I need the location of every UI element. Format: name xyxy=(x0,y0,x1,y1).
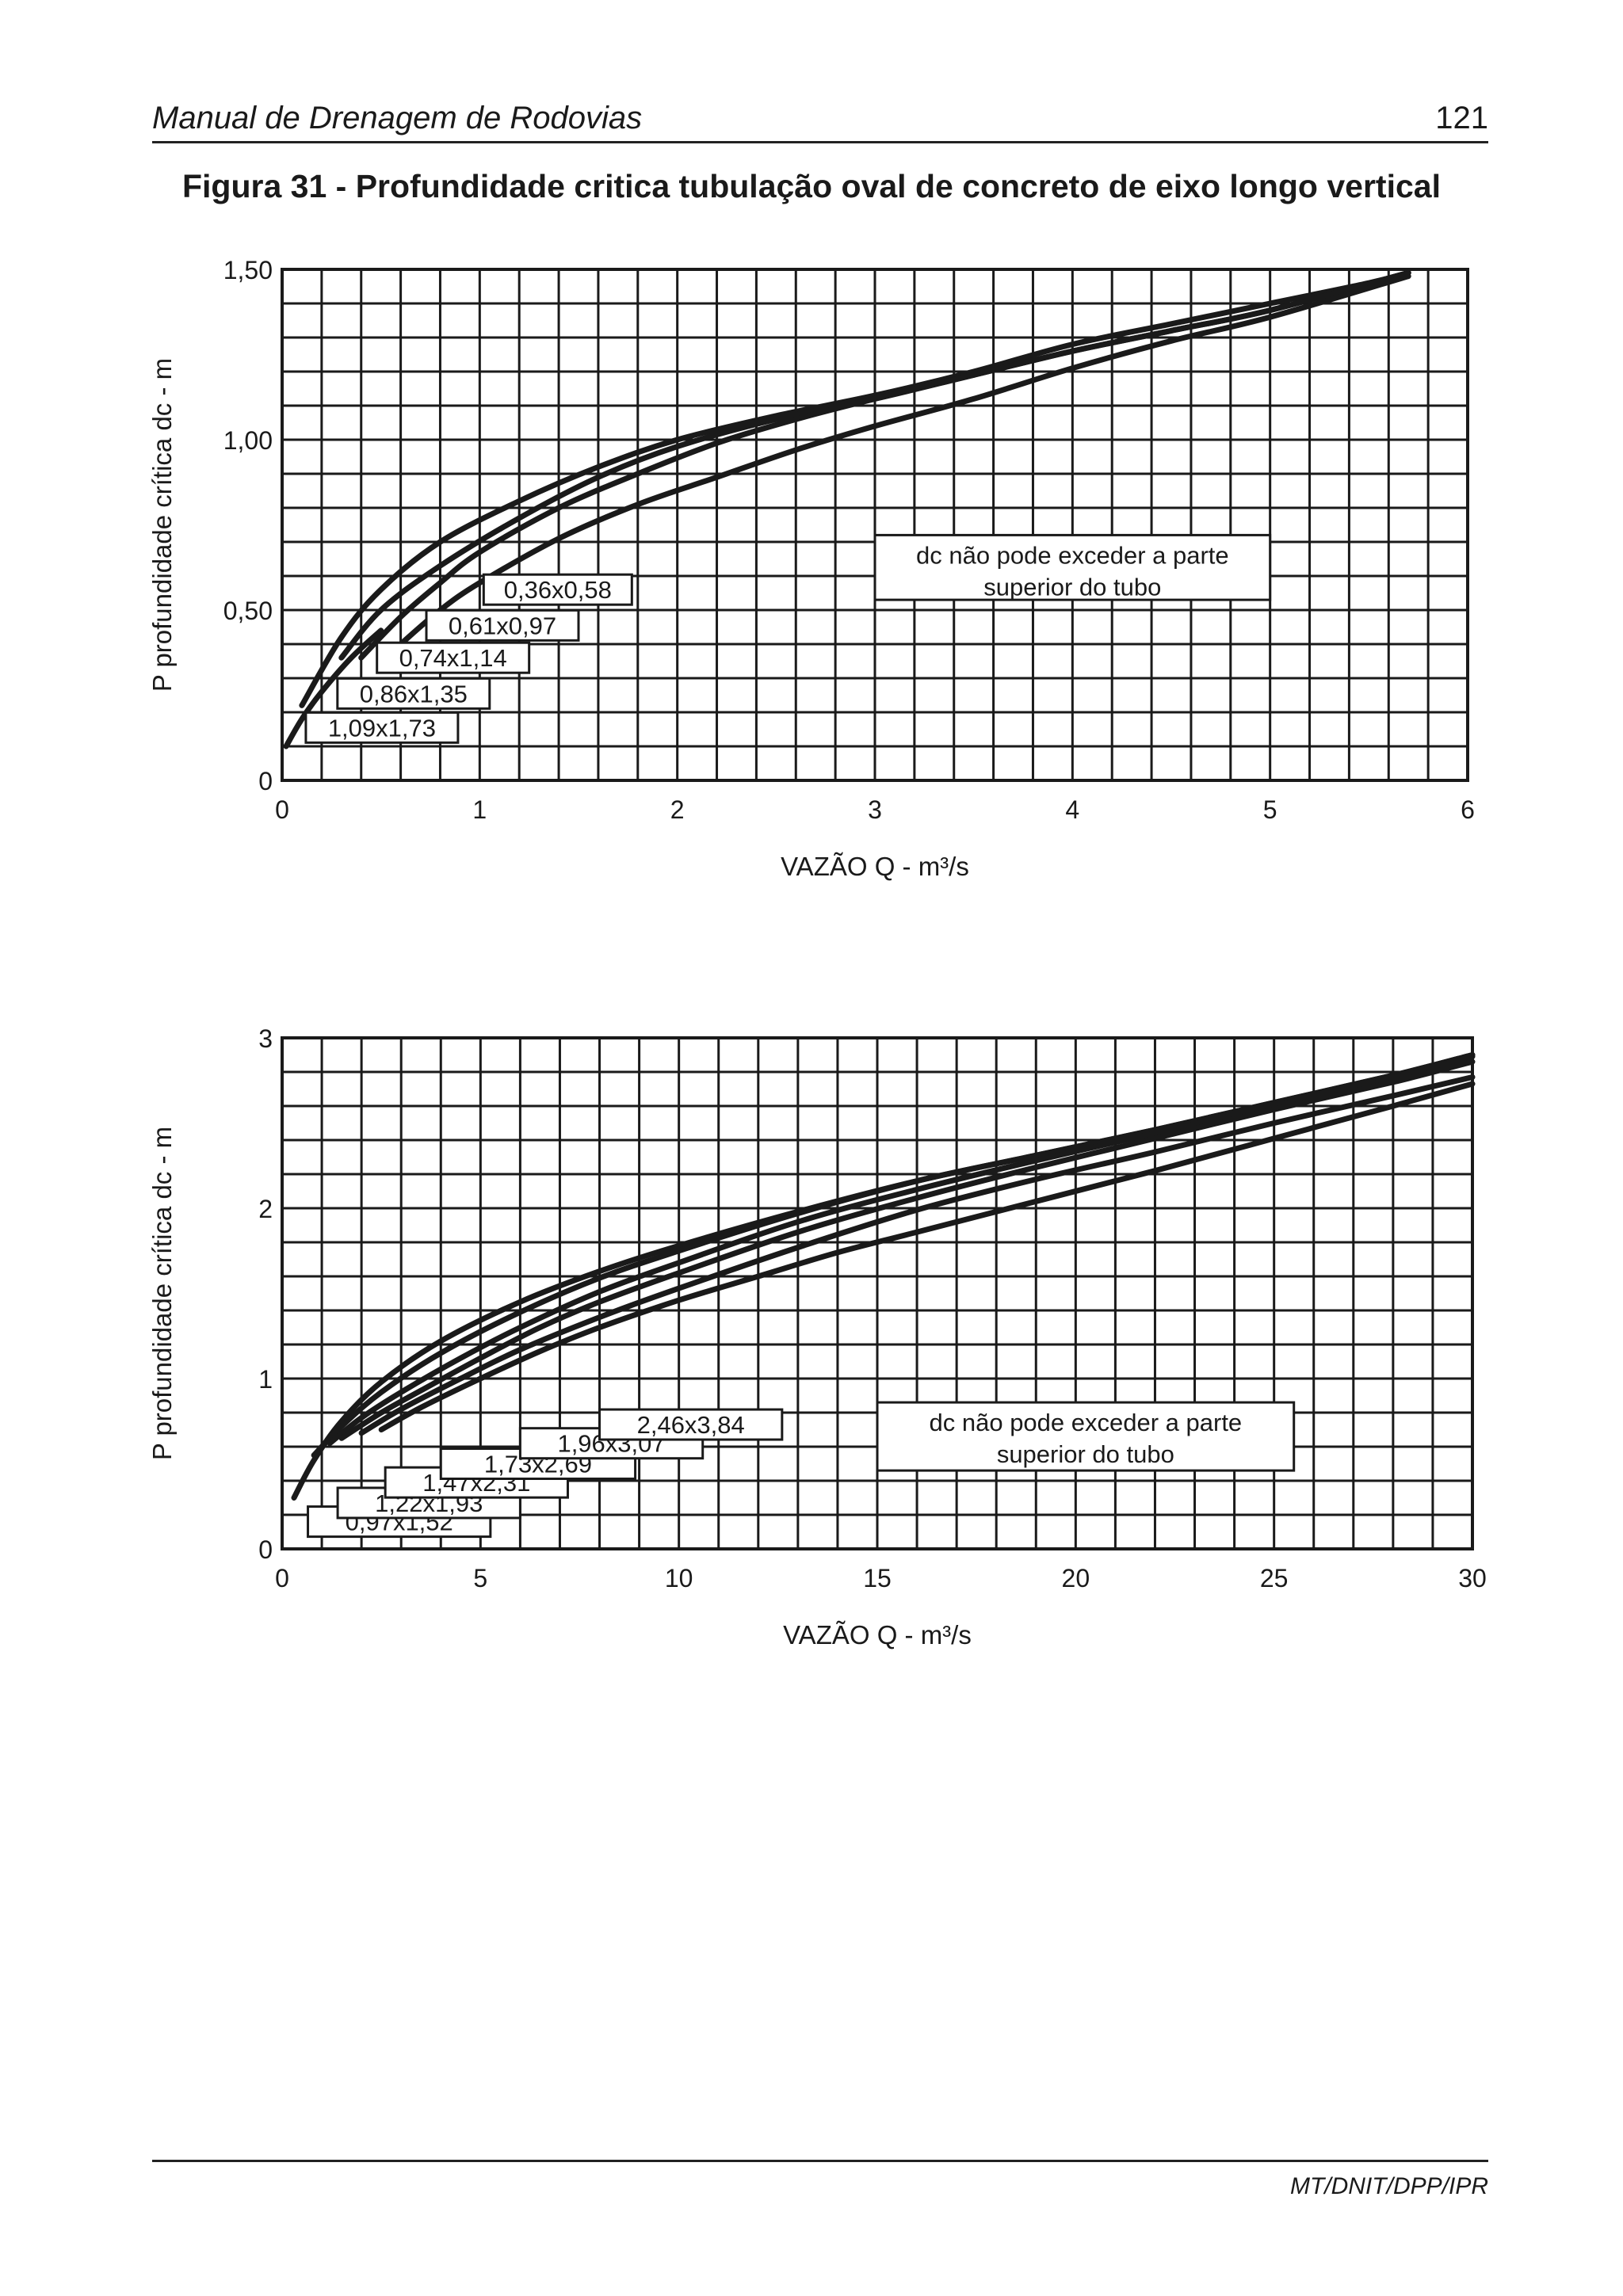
note-box: dc não pode exceder a parte superior do t… xyxy=(876,1401,1296,1472)
x-tick-label: 5 xyxy=(473,1564,487,1592)
series-line xyxy=(338,1058,1476,1441)
series-curves xyxy=(283,269,1411,749)
chart-top: dc não pode exceder a parte superior do t… xyxy=(0,254,1623,887)
document-title: Manual de Drenagem de Rodovias xyxy=(152,101,643,135)
x-tick-label: 2 xyxy=(670,795,685,824)
note-box: dc não pode exceder a parte superior do t… xyxy=(873,533,1272,601)
note-box-frame xyxy=(876,1401,1296,1472)
series-label-box xyxy=(425,608,580,642)
series-label-box xyxy=(376,641,531,674)
x-tick-label: 20 xyxy=(1062,1564,1090,1592)
series-labels: 0,97x1,521,22x1,931,47x2,311,73x2,691,96… xyxy=(307,1408,784,1539)
tick-labels: 0 1 2 3 4 5 6 0 0,50 1,00 1,50 xyxy=(223,256,1475,824)
x-tick-label: 0 xyxy=(275,795,289,824)
x-tick-label: 1 xyxy=(472,795,487,824)
x-axis-title: VAZÃO Q - m³/s xyxy=(783,1620,972,1650)
x-tick-label: 10 xyxy=(665,1564,693,1592)
series-line xyxy=(358,269,1411,661)
series-label-box xyxy=(336,677,491,710)
y-tick-label: 2 xyxy=(258,1195,273,1223)
note-line: dc não pode exceder a parte xyxy=(916,541,1229,569)
series-line xyxy=(299,269,1411,708)
y-tick-label: 1,00 xyxy=(223,426,273,455)
y-tick-label: 0 xyxy=(258,1535,273,1564)
x-tick-label: 4 xyxy=(1065,795,1079,824)
series-line xyxy=(311,1052,1476,1459)
y-tick-label: 1,50 xyxy=(223,256,273,284)
y-axis-title: P profundidade crítica dc - m xyxy=(147,358,177,692)
x-tick-label: 25 xyxy=(1260,1564,1289,1592)
x-tick-label: 0 xyxy=(275,1564,289,1592)
series-label-box xyxy=(482,573,633,606)
note-line: dc não pode exceder a parte xyxy=(930,1409,1243,1436)
chart-top-svg: dc não pode exceder a parte superior do t… xyxy=(147,256,1475,881)
series-curves xyxy=(291,1052,1476,1501)
figure-title: Figura 31 - Profundidade critica tubulaç… xyxy=(182,168,1441,204)
series-labels: 0,36x0,58 0,61x0,97 0,74x1,14 0,86x1,35 1,09… xyxy=(304,573,633,744)
chart-bottom: dc não pode exceder a parte superior do t… xyxy=(0,1022,1623,1656)
x-tick-label: 5 xyxy=(1263,795,1277,824)
series-line xyxy=(378,1081,1476,1432)
y-tick-label: 1 xyxy=(258,1365,273,1394)
series-label: 2,46x3,84 xyxy=(637,1411,745,1439)
series-label-box xyxy=(304,711,460,744)
series-line xyxy=(358,1074,1476,1436)
page-footer: MT/DNIT/DPP/IPR xyxy=(152,2160,1488,2199)
series-label: 0,61x0,97 xyxy=(449,612,556,639)
x-axis-title: VAZÃO Q - m³/s xyxy=(781,852,969,881)
series-label: 0,36x0,58 xyxy=(504,576,612,604)
series-label: 0,86x1,35 xyxy=(360,680,468,707)
series-line xyxy=(283,627,384,749)
x-tick-label: 30 xyxy=(1458,1564,1487,1592)
x-tick-label: 15 xyxy=(863,1564,892,1592)
y-axis-title: P profundidade crítica dc - m xyxy=(147,1127,177,1460)
y-tick-label: 0,50 xyxy=(223,597,273,625)
y-tick-label: 0 xyxy=(258,767,273,795)
note-line: superior do tubo xyxy=(997,1440,1174,1468)
page-number: 121 xyxy=(1435,101,1488,135)
x-tick-label: 3 xyxy=(868,795,882,824)
series-label: 0,74x1,14 xyxy=(399,644,507,672)
series-line xyxy=(398,273,1411,647)
tick-labels: 0 5 10 15 20 25 30 0 1 2 3 xyxy=(258,1024,1487,1592)
plot-frame xyxy=(281,1036,1474,1550)
series-line xyxy=(327,1054,1476,1447)
plot-frame xyxy=(281,268,1469,782)
chart-bottom-svg: dc não pode exceder a parte superior do t… xyxy=(147,1024,1487,1650)
note-line: superior do tubo xyxy=(983,573,1161,601)
series-label: 1,09x1,73 xyxy=(328,714,436,742)
x-tick-label: 6 xyxy=(1461,795,1475,824)
page-header: Manual de Drenagem de Rodovias 121 xyxy=(152,93,1488,143)
note-box-frame xyxy=(873,533,1272,601)
series-label-box xyxy=(598,1408,784,1441)
footer-code: MT/DNIT/DPP/IPR xyxy=(1289,2173,1488,2199)
y-tick-label: 3 xyxy=(258,1024,273,1053)
